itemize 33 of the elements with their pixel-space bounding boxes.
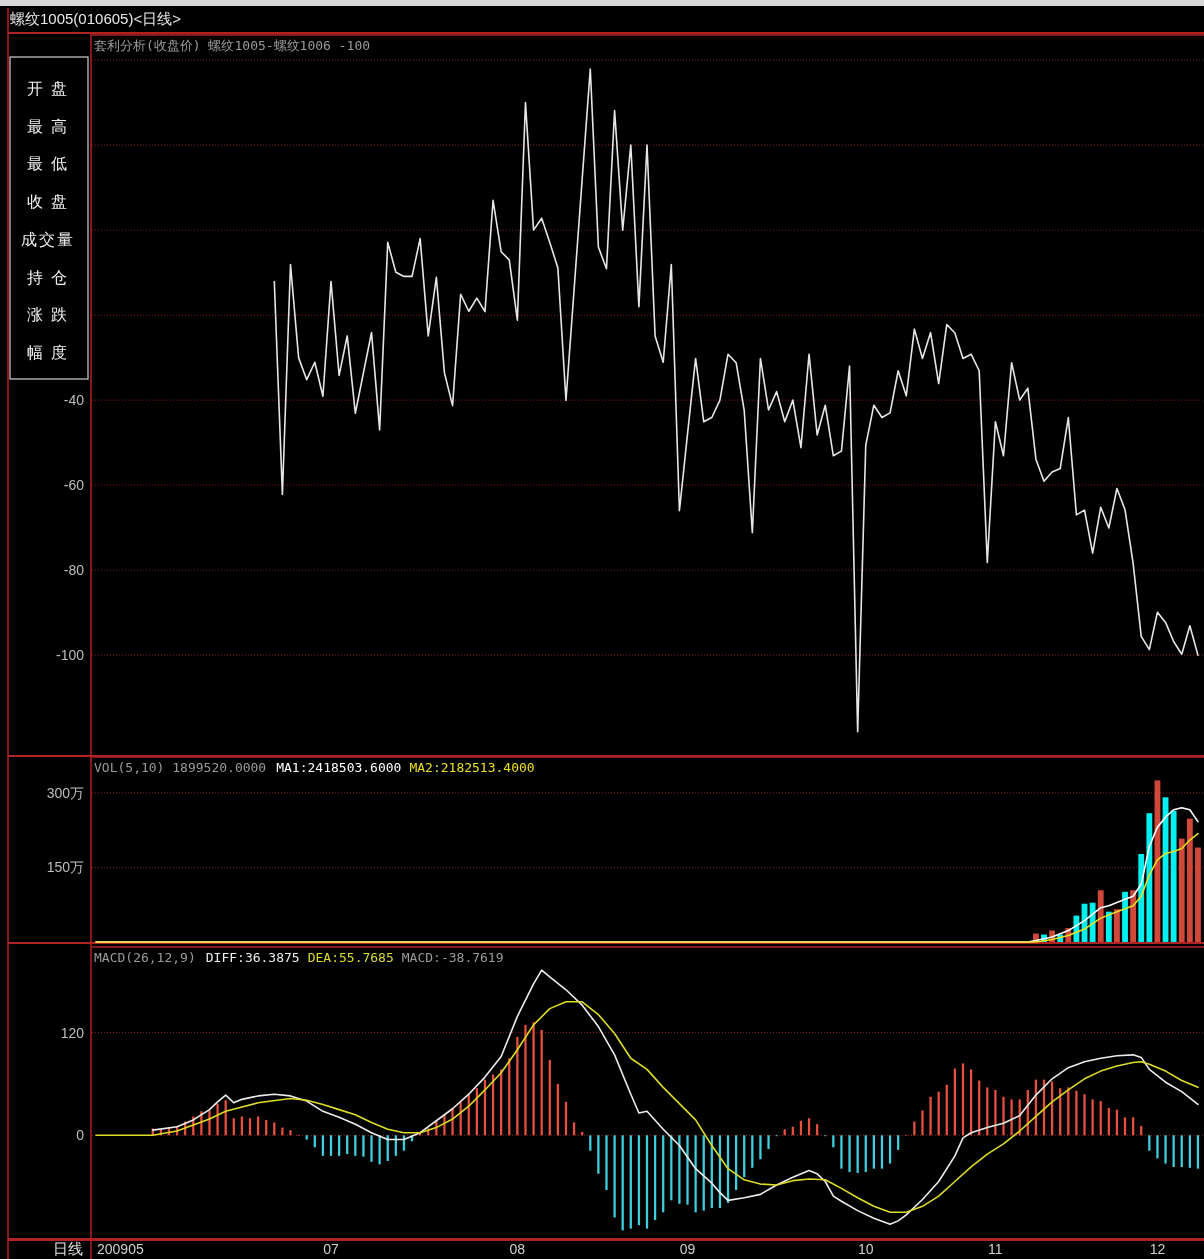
y-tick-label: 120 xyxy=(60,1024,85,1041)
x-tick-label: 08 xyxy=(509,1241,526,1257)
x-tick-label: 12 xyxy=(1149,1241,1166,1257)
text: DIFF:36.3875 xyxy=(205,950,300,965)
text: 螺纹1005(010605)<日线> xyxy=(10,10,182,27)
text: 收 盘 xyxy=(26,193,70,211)
text: 开 盘 xyxy=(26,80,70,97)
y-tick-label: -40 xyxy=(63,392,85,409)
text: 最 低 xyxy=(26,155,70,173)
x-tick-label: 07 xyxy=(323,1241,340,1257)
text: 幅 度 xyxy=(26,343,70,361)
y-tick-label: -60 xyxy=(63,477,85,494)
text: 成交量 xyxy=(21,230,75,248)
text: MA1:2418503.6000 xyxy=(276,760,402,775)
chart-title: VOL(5,10) 1899520.0000 xyxy=(94,760,267,775)
x-tick-label: 200905 xyxy=(97,1241,144,1257)
text: DEA:55.7685 xyxy=(307,950,394,965)
text: 最 高 xyxy=(26,117,70,135)
text: 涨 跌 xyxy=(26,306,70,324)
text: MA2:2182513.4000 xyxy=(409,760,535,775)
text: 持 仓 xyxy=(26,268,70,286)
y-tick-label: 0 xyxy=(76,1127,85,1144)
text: 日线 xyxy=(53,1240,83,1257)
x-tick-label: 10 xyxy=(857,1241,874,1257)
y-tick-label: 150万 xyxy=(46,859,84,876)
annotation: MACD:-38.7619 xyxy=(401,950,504,965)
x-tick-label: 09 xyxy=(679,1241,696,1257)
chart-title: 套利分析(收盘价) 螺纹1005-螺纹1006 -100 xyxy=(94,38,371,53)
y-tick-label: -100 xyxy=(55,647,85,664)
y-tick-label: -80 xyxy=(63,562,85,579)
y-tick-label: 300万 xyxy=(46,784,84,801)
chart-title: MACD(26,12,9) xyxy=(94,950,196,965)
x-tick-label: 11 xyxy=(988,1241,1003,1257)
